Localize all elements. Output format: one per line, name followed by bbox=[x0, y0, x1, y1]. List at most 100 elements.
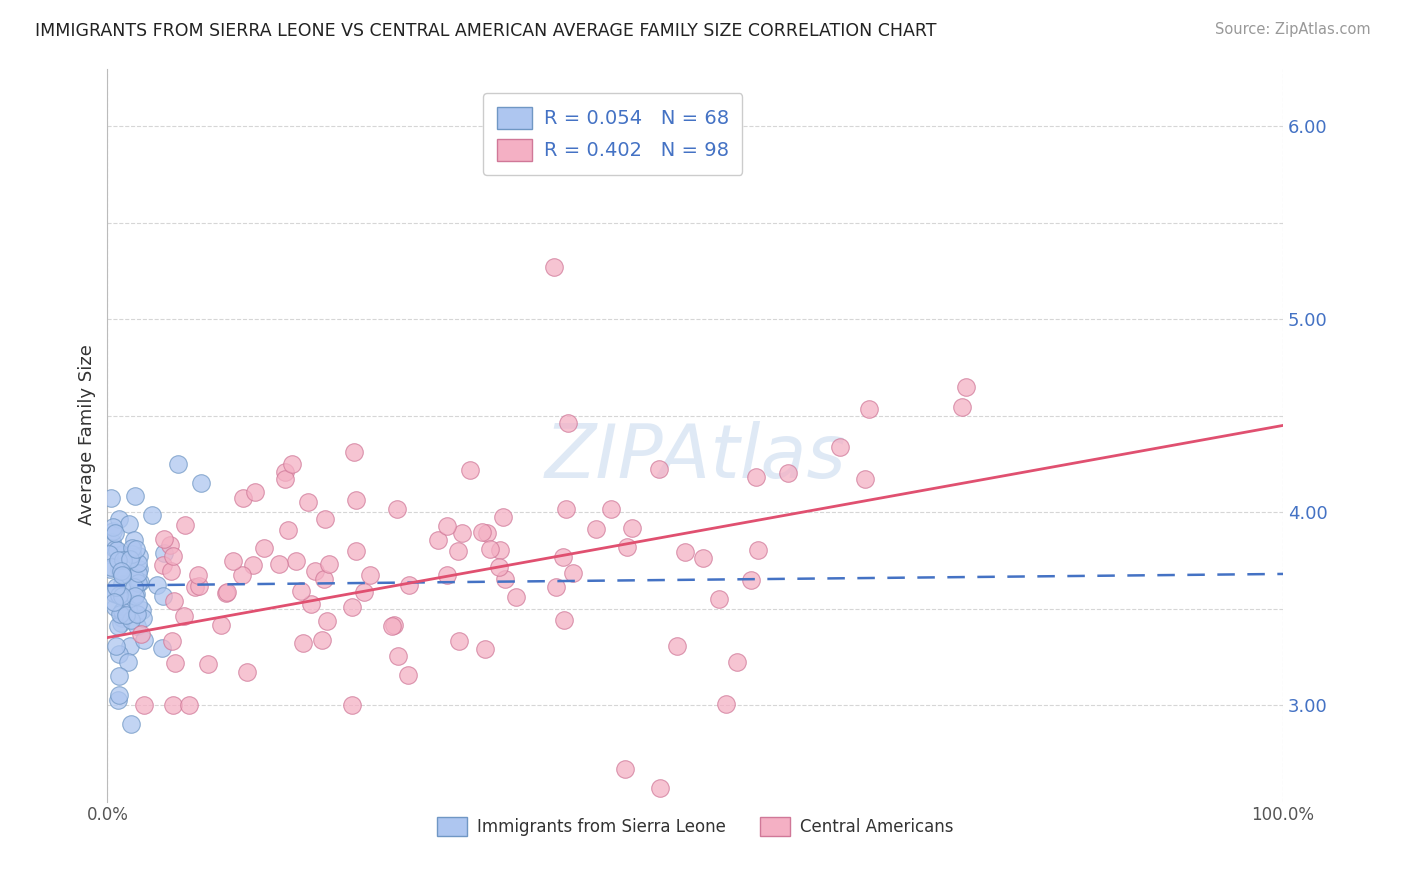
Point bbox=[107, 619, 129, 633]
Point bbox=[398, 577, 420, 591]
Point bbox=[108, 669, 131, 683]
Point bbox=[479, 542, 502, 557]
Point bbox=[236, 665, 259, 679]
Point bbox=[546, 580, 568, 594]
Point bbox=[344, 493, 367, 508]
Point bbox=[107, 693, 129, 707]
Point bbox=[127, 556, 149, 570]
Point bbox=[124, 571, 146, 585]
Point bbox=[100, 560, 122, 574]
Point bbox=[725, 655, 748, 669]
Point bbox=[955, 380, 977, 394]
Point bbox=[553, 550, 575, 565]
Point bbox=[131, 603, 153, 617]
Point bbox=[488, 543, 510, 558]
Point bbox=[561, 566, 583, 580]
Point bbox=[150, 640, 173, 655]
Point bbox=[160, 634, 183, 648]
Point bbox=[124, 490, 146, 504]
Point bbox=[950, 400, 973, 414]
Point bbox=[124, 590, 146, 604]
Point bbox=[312, 573, 335, 587]
Text: ZIPAtlas: ZIPAtlas bbox=[544, 421, 846, 493]
Point bbox=[267, 557, 290, 571]
Point bbox=[344, 543, 367, 558]
Point bbox=[187, 579, 209, 593]
Point bbox=[648, 780, 671, 795]
Point bbox=[128, 549, 150, 563]
Point bbox=[112, 594, 135, 608]
Point bbox=[120, 639, 142, 653]
Point bbox=[290, 583, 312, 598]
Point bbox=[110, 565, 132, 579]
Point bbox=[858, 402, 880, 417]
Point bbox=[553, 614, 575, 628]
Point bbox=[122, 580, 145, 594]
Point bbox=[160, 564, 183, 578]
Text: Source: ZipAtlas.com: Source: ZipAtlas.com bbox=[1215, 22, 1371, 37]
Point bbox=[599, 502, 621, 516]
Point bbox=[648, 462, 671, 476]
Point bbox=[274, 465, 297, 479]
Point bbox=[100, 491, 122, 506]
Point bbox=[427, 533, 450, 547]
Point bbox=[110, 607, 132, 621]
Point bbox=[222, 554, 245, 568]
Point bbox=[666, 639, 689, 653]
Point bbox=[127, 566, 149, 581]
Point bbox=[209, 618, 232, 632]
Point bbox=[616, 540, 638, 554]
Point bbox=[167, 457, 190, 471]
Point bbox=[471, 524, 494, 539]
Point bbox=[447, 634, 470, 648]
Point bbox=[297, 495, 319, 509]
Point bbox=[162, 698, 184, 712]
Point bbox=[117, 655, 139, 669]
Point bbox=[474, 642, 496, 657]
Point bbox=[108, 689, 131, 703]
Point bbox=[125, 607, 148, 621]
Point bbox=[173, 518, 195, 533]
Point bbox=[613, 762, 636, 776]
Point bbox=[311, 632, 333, 647]
Point bbox=[292, 636, 315, 650]
Point bbox=[125, 587, 148, 601]
Point bbox=[146, 578, 169, 592]
Point bbox=[557, 417, 579, 431]
Point bbox=[707, 592, 730, 607]
Point bbox=[131, 627, 153, 641]
Point bbox=[132, 610, 155, 624]
Point bbox=[304, 564, 326, 578]
Point bbox=[745, 470, 768, 484]
Point bbox=[243, 484, 266, 499]
Point bbox=[134, 633, 156, 648]
Point bbox=[127, 598, 149, 612]
Point bbox=[104, 639, 127, 653]
Point bbox=[104, 586, 127, 600]
Point bbox=[187, 568, 209, 582]
Point bbox=[152, 558, 174, 572]
Point bbox=[103, 599, 125, 614]
Point bbox=[359, 567, 381, 582]
Point bbox=[127, 618, 149, 632]
Point bbox=[692, 551, 714, 566]
Point bbox=[318, 557, 340, 571]
Point bbox=[740, 573, 762, 587]
Point bbox=[385, 501, 408, 516]
Point bbox=[115, 608, 138, 623]
Point bbox=[108, 589, 131, 603]
Point bbox=[111, 604, 134, 618]
Point bbox=[285, 554, 308, 568]
Point bbox=[274, 472, 297, 486]
Point bbox=[340, 698, 363, 712]
Point bbox=[387, 649, 409, 664]
Point bbox=[828, 440, 851, 454]
Point bbox=[554, 502, 576, 516]
Point bbox=[620, 520, 643, 534]
Point bbox=[110, 611, 132, 625]
Point bbox=[253, 541, 276, 556]
Point bbox=[128, 562, 150, 576]
Point bbox=[492, 509, 515, 524]
Point bbox=[299, 597, 322, 611]
Legend: Immigrants from Sierra Leone, Central Americans: Immigrants from Sierra Leone, Central Am… bbox=[429, 809, 962, 845]
